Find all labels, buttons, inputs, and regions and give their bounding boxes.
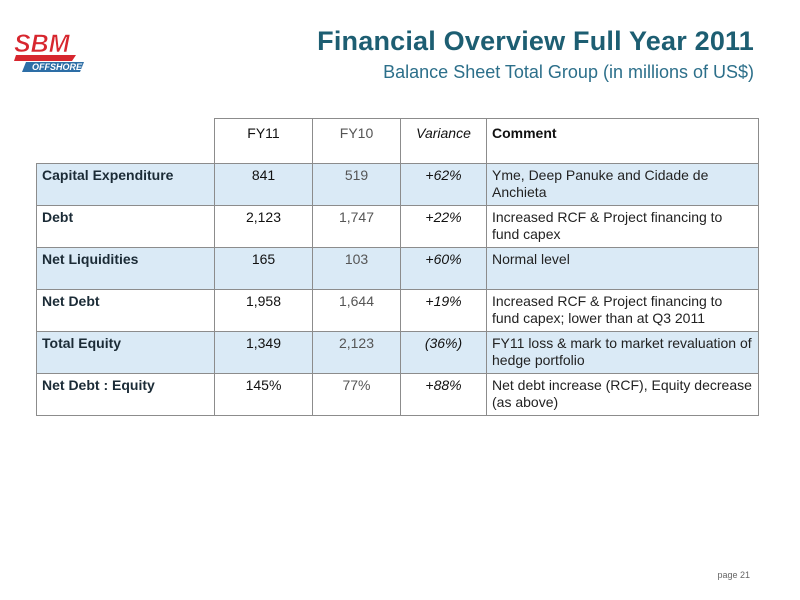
table-row: Net Debt : Equity 145% 77% +88% Net debt… bbox=[36, 373, 759, 416]
fy11-value: 145% bbox=[214, 373, 313, 416]
fy11-value: 165 bbox=[214, 247, 313, 290]
fy10-value: 519 bbox=[312, 163, 401, 206]
page-number: page 21 bbox=[717, 570, 750, 580]
variance-value: +22% bbox=[400, 205, 487, 248]
column-header-fy10: FY10 bbox=[312, 118, 401, 164]
fy10-value: 103 bbox=[312, 247, 401, 290]
table-header-row: FY11 FY10 Variance Comment bbox=[36, 118, 759, 164]
fy11-value: 1,349 bbox=[214, 331, 313, 374]
fy10-value: 1,644 bbox=[312, 289, 401, 332]
variance-value: +88% bbox=[400, 373, 487, 416]
variance-value: +19% bbox=[400, 289, 487, 332]
page-subtitle: Balance Sheet Total Group (in millions o… bbox=[383, 62, 754, 82]
table-row: Net Debt 1,958 1,644 +19% Increased RCF … bbox=[36, 289, 759, 332]
column-header-variance: Variance bbox=[400, 118, 487, 164]
svg-text:SBM: SBM bbox=[14, 30, 71, 58]
fy11-value: 841 bbox=[214, 163, 313, 206]
svg-text:OFFSHORE: OFFSHORE bbox=[32, 62, 83, 72]
fy10-value: 2,123 bbox=[312, 331, 401, 374]
fy10-value: 77% bbox=[312, 373, 401, 416]
comment-text: Normal level bbox=[486, 247, 759, 290]
table-row: Total Equity 1,349 2,123 (36%) FY11 loss… bbox=[36, 331, 759, 374]
column-header-comment: Comment bbox=[486, 118, 759, 164]
row-label: Net Debt bbox=[36, 289, 215, 332]
comment-text: Net debt increase (RCF), Equity decrease… bbox=[486, 373, 759, 416]
comment-text: Increased RCF & Project financing to fun… bbox=[486, 205, 759, 248]
variance-value: +62% bbox=[400, 163, 487, 206]
fy10-value: 1,747 bbox=[312, 205, 401, 248]
fy11-value: 1,958 bbox=[214, 289, 313, 332]
variance-value: +60% bbox=[400, 247, 487, 290]
table-row: Debt 2,123 1,747 +22% Increased RCF & Pr… bbox=[36, 205, 759, 248]
table-row: Capital Expenditure 841 519 +62% Yme, De… bbox=[36, 163, 759, 206]
variance-value: (36%) bbox=[400, 331, 487, 374]
column-header-fy11: FY11 bbox=[214, 118, 313, 164]
comment-text: Increased RCF & Project financing to fun… bbox=[486, 289, 759, 332]
table-row: Net Liquidities 165 103 +60% Normal leve… bbox=[36, 247, 759, 290]
comment-text: FY11 loss & mark to market revaluation o… bbox=[486, 331, 759, 374]
row-label: Debt bbox=[36, 205, 215, 248]
fy11-value: 2,123 bbox=[214, 205, 313, 248]
row-label: Total Equity bbox=[36, 331, 215, 374]
sbm-offshore-logo: SBM OFFSHORE bbox=[12, 28, 88, 78]
balance-sheet-table: FY11 FY10 Variance Comment Capital Expen… bbox=[36, 118, 759, 416]
row-label: Net Debt : Equity bbox=[36, 373, 215, 416]
page-title: Financial Overview Full Year 2011 bbox=[317, 26, 754, 56]
comment-text: Yme, Deep Panuke and Cidade de Anchieta bbox=[486, 163, 759, 206]
row-label: Capital Expenditure bbox=[36, 163, 215, 206]
row-label: Net Liquidities bbox=[36, 247, 215, 290]
header-corner bbox=[36, 118, 215, 164]
